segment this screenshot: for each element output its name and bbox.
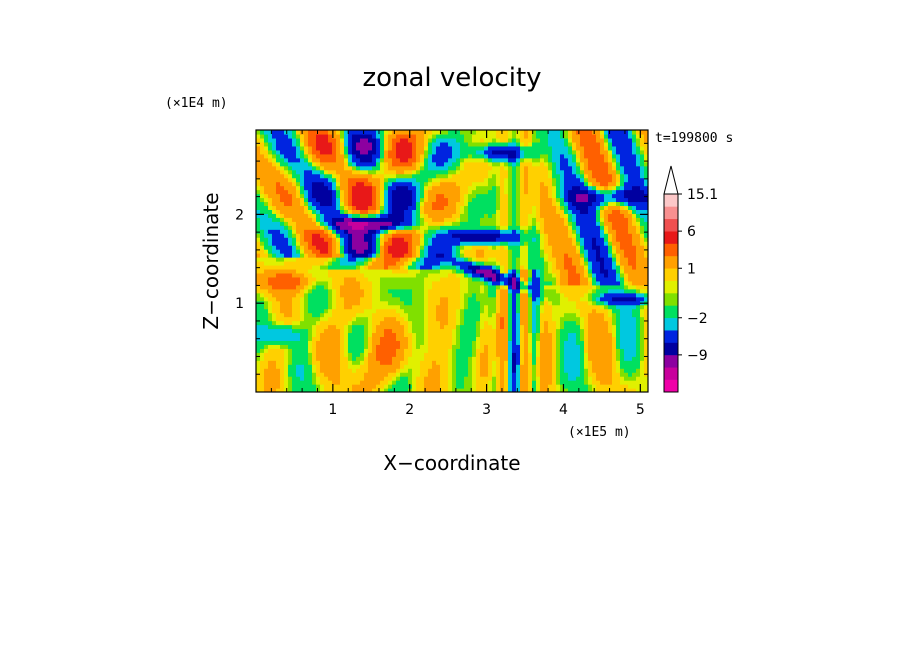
x-axis-label: X−coordinate xyxy=(383,451,520,475)
x-axis: 1 2 3 4 5 xyxy=(270,130,645,418)
colorbar-extend-arrow xyxy=(663,165,679,195)
colorbar-swatch xyxy=(664,268,678,281)
colorbar-swatch xyxy=(664,354,678,368)
colorbar-tick-label: −2 xyxy=(687,311,708,327)
x-tick-label: 2 xyxy=(405,402,414,418)
y-axis: 12 xyxy=(235,142,648,375)
colorbar-tick-label: 15.1 xyxy=(687,187,718,203)
velocity-field xyxy=(256,130,648,392)
plot-frame xyxy=(255,129,649,393)
colorbar-tick-label: 6 xyxy=(687,224,696,240)
colorbar-swatch xyxy=(664,317,678,331)
x-tick-label: 1 xyxy=(328,402,337,418)
colorbar-swatch xyxy=(664,231,678,244)
y-scale-label: (×1E4 m) xyxy=(165,96,228,111)
x-tick-label: 3 xyxy=(482,402,491,418)
colorbar-swatch xyxy=(664,255,678,269)
colorbar-tick-label: −9 xyxy=(687,348,708,364)
colorbar-swatch xyxy=(664,280,678,294)
chart-title: zonal velocity xyxy=(362,63,541,93)
y-axis-label: Z−coordinate xyxy=(199,192,223,329)
colorbar-swatch xyxy=(664,293,678,306)
x-scale-label: (×1E5 m) xyxy=(568,425,631,440)
colorbar-swatch xyxy=(664,218,678,232)
x-tick-label: 4 xyxy=(559,402,568,418)
x-tick-label: 5 xyxy=(636,402,645,418)
colorbar-swatch xyxy=(664,206,678,220)
y-tick-label: 2 xyxy=(235,207,244,223)
colorbar-swatch xyxy=(664,379,678,393)
time-label: t=199800 s xyxy=(655,131,733,146)
colorbar-swatch xyxy=(664,367,678,380)
colorbar-tick-label: 1 xyxy=(687,261,696,277)
colorbar-swatch xyxy=(664,330,678,343)
colorbar-swatch xyxy=(664,305,678,319)
y-tick-label: 1 xyxy=(235,296,244,312)
colorbar-swatch xyxy=(664,243,678,257)
colorbar: 15.1 6 1 −2 −9 xyxy=(663,165,718,393)
colorbar-swatch xyxy=(664,342,678,356)
colorbar-swatch xyxy=(664,194,678,207)
